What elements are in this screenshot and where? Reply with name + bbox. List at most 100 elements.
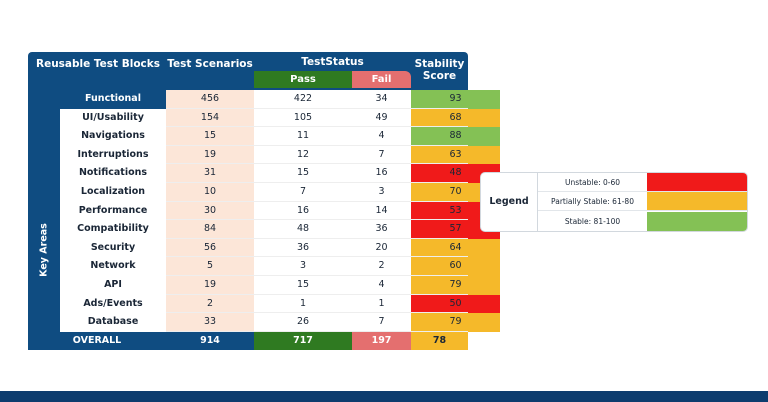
row-pass: 16	[296, 204, 310, 216]
row-pass: 1	[299, 297, 307, 309]
table-row: Compatibility 84 48 36 57	[60, 220, 500, 239]
row-pass: 12	[296, 148, 310, 160]
row-fail: 14	[375, 204, 388, 216]
legend-divider	[538, 210, 747, 212]
row-scenarios: 31	[166, 164, 254, 183]
row-divider	[166, 330, 468, 332]
legend-item: Unstable: 0-60	[538, 173, 747, 192]
legend-item-label: Partially Stable: 61-80	[551, 197, 634, 207]
row-divider	[166, 163, 468, 165]
row-fail: 16	[375, 167, 388, 179]
header-stability-score: Stability Score	[414, 58, 465, 82]
row-scenarios: 10	[166, 183, 254, 202]
header-test-blocks: Reusable Test Blocks	[36, 58, 160, 70]
row-area-name: Navigations	[81, 130, 145, 142]
table-row: Network 5 3 2 60	[60, 257, 500, 276]
table-row: Functional 456 422 34 93	[60, 90, 500, 109]
row-fail: 7	[378, 316, 385, 328]
row-pass: 15	[296, 279, 310, 290]
row-scenarios: 154	[166, 108, 254, 128]
row-stability-score: 53	[411, 201, 500, 221]
row-scenarios: 456	[166, 90, 254, 109]
overall-score: 78	[411, 332, 468, 350]
overall-row: OVERALL 914 717 197 78	[28, 332, 468, 350]
legend-item: Stable: 81-100	[538, 211, 747, 231]
row-area-name: UI/Usability	[82, 111, 144, 123]
row-area-name: Ads/Events	[83, 297, 143, 309]
row-divider	[166, 200, 468, 202]
row-fail: 36	[375, 223, 388, 235]
row-scenarios: 19	[166, 145, 254, 165]
row-area-name: Notifications	[78, 167, 148, 179]
table-row: UI/Usability 154 105 49 68	[60, 108, 500, 128]
overall-label: OVERALL	[72, 335, 122, 346]
row-stability-score: 48	[411, 164, 500, 183]
row-pass: 26	[296, 316, 310, 328]
row-area-name: Security	[90, 241, 136, 253]
table-row: Interruptions 19 12 7 63	[60, 145, 500, 165]
row-scenarios: 33	[166, 313, 254, 332]
row-divider	[166, 126, 468, 128]
row-fail: 34	[375, 93, 388, 104]
row-divider	[166, 144, 468, 146]
row-area-name: API	[104, 279, 122, 290]
row-stability-score: 50	[411, 294, 500, 314]
legend-item: Partially Stable: 61-80	[538, 192, 747, 212]
row-area-name: Performance	[78, 204, 148, 216]
footer-bar	[0, 391, 768, 402]
row-pass: 48	[296, 223, 310, 235]
table-row: Database 33 26 7 79	[60, 313, 500, 332]
legend-color-swatch	[647, 211, 747, 231]
row-area-name: Interruptions	[77, 148, 149, 160]
row-stability-score: 60	[411, 257, 500, 276]
row-scenarios: 15	[166, 127, 254, 146]
row-stability-score: 63	[411, 145, 500, 165]
row-pass: 11	[296, 130, 310, 142]
table-row: API 19 15 4 79	[60, 276, 500, 295]
row-fail: 3	[378, 186, 385, 197]
row-area-name: Localization	[80, 186, 146, 197]
legend-divider	[538, 191, 747, 192]
row-pass: 3	[299, 260, 307, 272]
row-pass: 105	[293, 111, 313, 123]
overall-fail: 197	[352, 332, 411, 350]
row-area-name: Compatibility	[77, 223, 149, 235]
legend-box: Legend Unstable: 0-60 Partially Stable: 6…	[480, 172, 748, 232]
row-divider	[166, 293, 468, 295]
legend-color-swatch	[647, 192, 747, 212]
row-stability-score: 70	[411, 183, 500, 202]
row-fail: 2	[378, 260, 385, 272]
row-stability-score: 93	[411, 90, 500, 109]
stability-table: Reusable Test Blocks Test Scenarios Test…	[28, 52, 500, 350]
header-test-status: TestStatus	[301, 56, 364, 68]
row-fail: 49	[375, 111, 388, 123]
header-fail: Fail	[352, 71, 411, 88]
row-scenarios: 2	[166, 294, 254, 314]
overall-scenarios: 914	[200, 335, 220, 346]
row-fail: 20	[375, 241, 388, 253]
row-divider	[166, 312, 468, 314]
table-row: Navigations 15 11 4 88	[60, 127, 500, 146]
row-pass: 15	[296, 167, 310, 179]
table-row: Notifications 31 15 16 48	[60, 164, 500, 183]
row-scenarios: 5	[166, 257, 254, 276]
legend-item-label: Stable: 81-100	[564, 216, 621, 226]
row-stability-score: 79	[411, 276, 500, 295]
row-divider	[166, 181, 468, 183]
row-divider	[166, 274, 468, 276]
row-scenarios: 30	[166, 201, 254, 221]
row-stability-score: 64	[411, 238, 500, 258]
row-divider	[166, 237, 468, 239]
key-areas-sidebar: Key Areas	[28, 90, 60, 332]
row-area-name: Functional	[60, 90, 166, 109]
row-pass: 422	[293, 93, 313, 104]
overall-pass: 717	[254, 332, 352, 350]
row-area-name: Database	[87, 316, 139, 328]
header-test-scenarios: Test Scenarios	[167, 58, 253, 70]
legend-item-label: Unstable: 0-60	[564, 178, 621, 187]
row-pass: 36	[296, 241, 310, 253]
row-stability-score: 68	[411, 108, 500, 128]
row-area-name: Network	[90, 260, 136, 272]
row-divider	[166, 107, 468, 109]
row-fail: 7	[378, 148, 385, 160]
